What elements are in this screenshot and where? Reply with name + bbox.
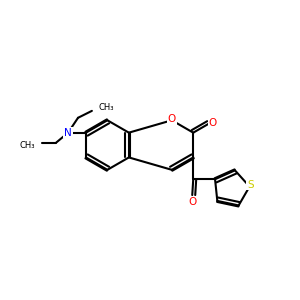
Text: O: O (168, 114, 176, 124)
Text: O: O (188, 197, 196, 207)
Text: N: N (64, 128, 72, 138)
Text: S: S (247, 180, 254, 190)
Text: CH₃: CH₃ (99, 103, 114, 112)
Text: O: O (208, 118, 217, 128)
Text: CH₃: CH₃ (20, 141, 35, 150)
